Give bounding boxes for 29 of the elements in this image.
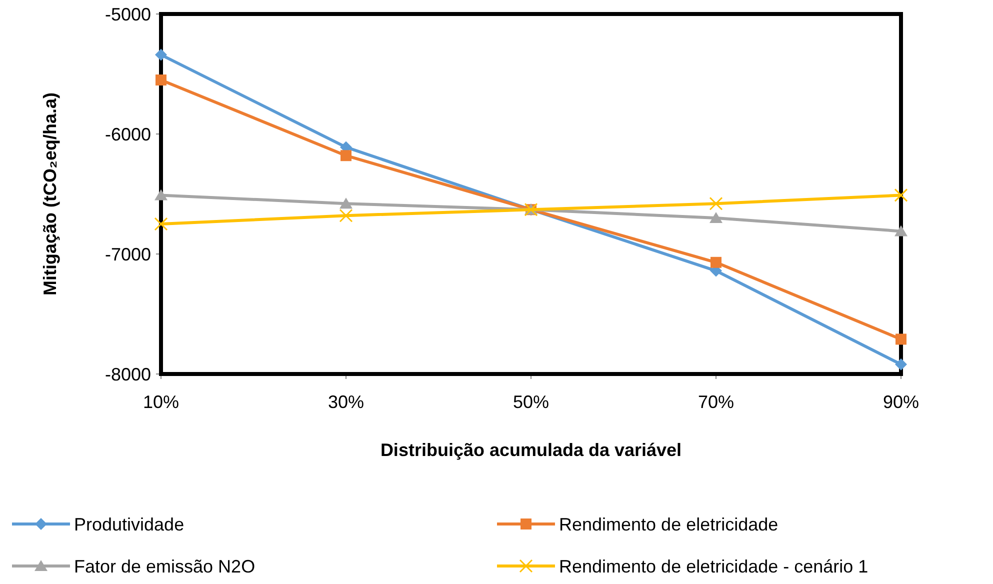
y-tick-label: -5000 xyxy=(104,4,151,24)
point xyxy=(340,198,352,209)
point xyxy=(709,196,723,210)
point xyxy=(339,208,353,222)
point xyxy=(154,189,168,200)
x-tick-label: 90% xyxy=(882,392,920,412)
legend-label: Rendimento de eletricidade - cenário 1 xyxy=(559,556,868,576)
y-tick-label: -7000 xyxy=(104,244,151,264)
y-tick-label: -8000 xyxy=(104,364,151,384)
point xyxy=(155,48,167,61)
y-axis-title: Mitigação (tCO₂eq/ha.a) xyxy=(40,92,60,296)
x-axis-title: Distribuição acumulada da variável xyxy=(380,440,682,460)
point xyxy=(154,217,168,231)
x-tick-label: 10% xyxy=(142,392,180,412)
point xyxy=(894,225,908,236)
y-tick-label: -6000 xyxy=(104,124,151,144)
x-tick-label: 50% xyxy=(512,392,550,412)
x-tick-label: 30% xyxy=(328,392,364,412)
x-tick-label: 70% xyxy=(698,392,734,412)
point xyxy=(896,334,906,345)
point xyxy=(710,256,722,268)
point xyxy=(156,74,166,86)
point xyxy=(710,212,722,223)
legend-label: Produtividade xyxy=(74,514,184,534)
point xyxy=(340,150,352,162)
point xyxy=(895,358,907,370)
legend-label: Rendimento de eletricidade xyxy=(559,514,778,534)
point xyxy=(894,188,908,202)
legend-label: Fator de emissão N2O xyxy=(74,556,256,576)
